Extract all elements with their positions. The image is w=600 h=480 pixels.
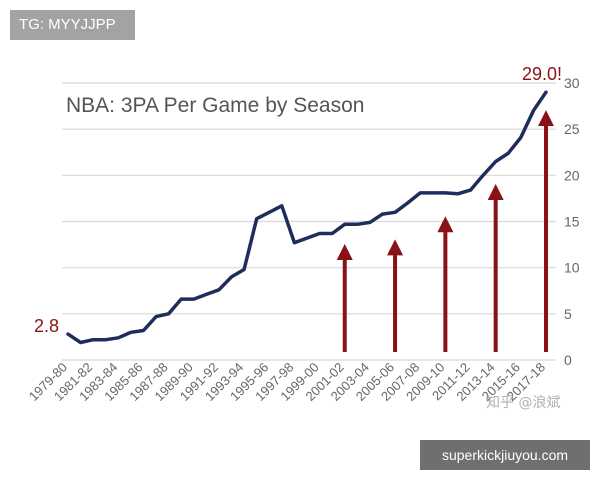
y-tick-label: 15: [564, 214, 580, 230]
chart-title: NBA: 3PA Per Game by Season: [66, 94, 364, 117]
website-watermark: superkickjiuyou.com: [420, 440, 590, 470]
y-tick-label: 10: [564, 260, 580, 276]
y-tick-label: 25: [564, 121, 580, 137]
data-annotation: 29.0!: [522, 64, 562, 84]
data-annotation: 2.8: [34, 316, 59, 336]
y-tick-label: 30: [564, 75, 580, 91]
site-watermark: 知乎 @浪斌: [486, 394, 560, 411]
y-tick-label: 0: [564, 352, 572, 368]
growth-arrows: [336, 110, 554, 352]
x-axis-ticks: 1979-801981-821983-841985-861987-881989-…: [26, 360, 548, 404]
series-line: [66, 90, 548, 345]
y-tick-label: 20: [564, 167, 580, 183]
gridlines: [62, 82, 556, 361]
y-axis-ticks: 0 5 10 15 20 25 30: [564, 75, 580, 368]
annotations: 2.8 29.0!: [34, 64, 562, 336]
y-tick-label: 5: [564, 306, 572, 322]
telegram-watermark: TG: MYYJJPP: [10, 10, 135, 40]
